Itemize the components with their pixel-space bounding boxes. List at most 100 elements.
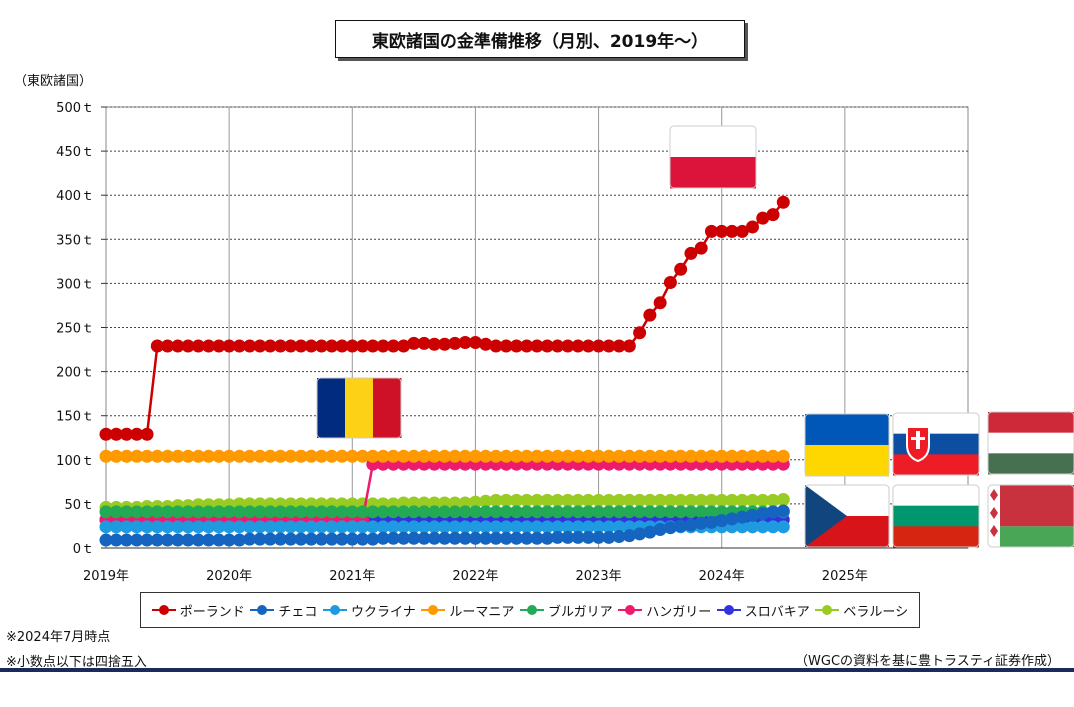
legend-label: ウクライナ xyxy=(351,604,416,620)
data-point xyxy=(325,339,339,353)
legend-swatch xyxy=(815,605,840,615)
data-point xyxy=(766,449,780,463)
data-point xyxy=(458,505,472,519)
data-point xyxy=(263,339,277,353)
source-credit: （WGCの資料を基に豊トラスティ証券作成） xyxy=(795,654,1060,669)
data-point xyxy=(571,339,585,353)
data-point xyxy=(551,339,565,353)
data-point xyxy=(581,493,595,507)
data-point xyxy=(468,505,482,519)
flag-icon-czech xyxy=(804,484,890,548)
flag-icon-poland xyxy=(669,125,757,189)
data-point xyxy=(99,520,113,534)
legend-label: チェコ xyxy=(278,604,318,620)
y-tick-label: 300ｔ xyxy=(56,277,94,292)
data-point xyxy=(540,531,554,545)
data-point xyxy=(140,505,154,519)
data-point xyxy=(776,504,790,518)
x-tick-label: 2022年 xyxy=(452,569,498,584)
data-point xyxy=(694,493,708,507)
data-point xyxy=(458,335,472,349)
data-point xyxy=(663,276,677,290)
y-tick-label: 50ｔ xyxy=(64,498,94,513)
note-rounding: ※小数点以下は四捨五入 xyxy=(6,655,147,670)
data-point xyxy=(417,336,431,350)
data-point xyxy=(222,339,236,353)
data-point xyxy=(684,246,698,260)
data-point xyxy=(417,449,431,463)
data-point xyxy=(140,427,154,441)
data-point xyxy=(161,520,175,534)
data-point xyxy=(130,427,144,441)
data-point xyxy=(746,508,759,522)
data-point xyxy=(397,339,411,353)
legend-label: ポーランド xyxy=(179,604,245,620)
data-point xyxy=(571,493,585,507)
data-point xyxy=(643,449,657,463)
data-point xyxy=(315,449,328,463)
data-point xyxy=(263,532,277,546)
data-point xyxy=(653,449,667,463)
data-point xyxy=(561,449,575,463)
data-point xyxy=(509,505,523,519)
data-point xyxy=(479,449,493,463)
data-point xyxy=(715,449,729,463)
legend-item: ブルガリア xyxy=(519,601,613,620)
data-point xyxy=(520,505,534,519)
data-point xyxy=(273,520,287,534)
data-point xyxy=(499,505,513,519)
data-point xyxy=(191,533,205,547)
data-point xyxy=(725,493,739,507)
data-point xyxy=(109,505,123,519)
data-point xyxy=(150,533,164,547)
data-point xyxy=(684,505,698,519)
data-point xyxy=(694,505,708,519)
data-point xyxy=(397,505,411,519)
data-point xyxy=(243,520,257,534)
data-point xyxy=(530,520,544,534)
data-point xyxy=(427,449,441,463)
data-point xyxy=(551,493,565,507)
data-point xyxy=(284,532,298,546)
data-point xyxy=(612,520,626,534)
data-point xyxy=(592,530,606,544)
data-point xyxy=(202,520,216,534)
data-point xyxy=(489,531,503,545)
data-point xyxy=(766,493,780,507)
legend-swatch xyxy=(716,605,741,615)
data-point xyxy=(530,531,544,545)
data-point xyxy=(150,520,164,534)
data-point xyxy=(540,339,554,353)
data-point xyxy=(458,531,472,545)
data-point xyxy=(315,505,328,519)
x-tick-label: 2024年 xyxy=(699,569,745,584)
data-point xyxy=(499,493,513,507)
data-point xyxy=(253,339,267,353)
data-point xyxy=(602,505,616,519)
data-point xyxy=(735,493,749,507)
y-tick-label: 0ｔ xyxy=(73,542,94,557)
data-point xyxy=(304,520,318,534)
data-point xyxy=(161,505,175,519)
legend-item: スロバキア xyxy=(716,601,810,620)
data-point xyxy=(284,449,298,463)
legend-label: ハンガリー xyxy=(646,604,712,620)
data-point xyxy=(356,532,370,546)
data-point xyxy=(284,339,298,353)
data-point xyxy=(202,339,216,353)
data-point xyxy=(120,427,134,441)
data-point xyxy=(776,520,790,534)
legend-swatch xyxy=(618,605,643,615)
data-point xyxy=(704,505,718,519)
data-point xyxy=(140,449,154,463)
data-point xyxy=(735,520,749,534)
data-point xyxy=(191,449,205,463)
data-point xyxy=(551,505,565,519)
y-tick-label: 500ｔ xyxy=(56,101,94,116)
data-point xyxy=(438,449,452,463)
data-point xyxy=(704,515,718,529)
data-point xyxy=(356,339,370,353)
data-point xyxy=(479,505,493,519)
data-point xyxy=(674,449,688,463)
data-point xyxy=(109,427,123,441)
